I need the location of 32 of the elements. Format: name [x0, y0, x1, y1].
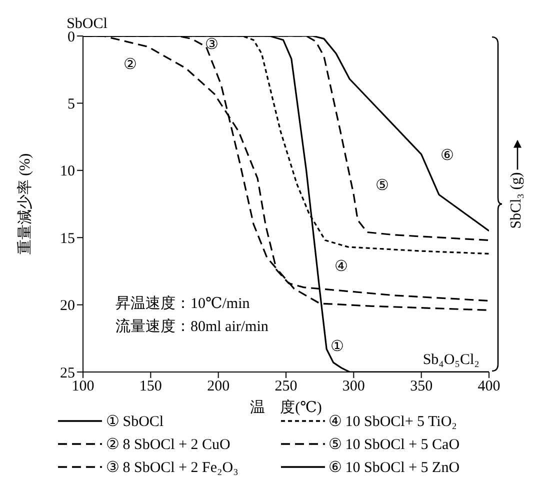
annotation: Sb₄O₅Cl₂ — [422, 352, 480, 368]
y-tick-label: 5 — [68, 96, 75, 113]
x-tick-label: 200 — [207, 378, 230, 395]
x-tick-label: 250 — [274, 378, 298, 395]
annotation: ② — [124, 56, 137, 74]
x-tick-label: 150 — [139, 378, 162, 395]
y-axis-title: 重量減少率 (%) — [16, 153, 34, 255]
y-tick-label: 15 — [60, 230, 75, 247]
legend-label: ① SbOCl — [106, 414, 164, 430]
y-tick-label: 10 — [60, 164, 75, 180]
annotation: ① — [330, 338, 344, 356]
x-tick-label: 400 — [478, 378, 500, 395]
annotation: ④ — [334, 258, 348, 276]
legend-label: ③ 8 SbOCl + 2 Fe₂O₃ — [106, 460, 238, 476]
legend-label: ⑤ 10 SbOCl + 5 CaO — [328, 437, 460, 453]
annotation: 昇温速度：10℃/min — [115, 294, 250, 313]
annotation: ③ — [204, 36, 218, 54]
annotation: 流量速度：80ml air/min — [115, 318, 268, 336]
x-axis-title: 温 度(℃) — [250, 399, 322, 416]
x-tick-label: 350 — [410, 378, 433, 395]
y2-axis-title: SbCl₃ (g) — [508, 172, 526, 229]
annotation: ⑥ — [440, 146, 454, 165]
legend-label: ② 8 SbOCl + 2 CuO — [106, 437, 230, 453]
x-tick-label: 300 — [342, 378, 365, 395]
legend-label: ④ 10 SbOCl+ 5 TiO₂ — [328, 414, 457, 430]
y-tick-label: 20 — [60, 298, 75, 314]
y-tick-label: 0 — [68, 29, 75, 46]
legend-label: ⑥ 10 SbOCl + 5 ZnO — [328, 460, 460, 476]
y-tick-label: 25 — [60, 365, 75, 382]
annotation: SbOCl — [66, 16, 108, 32]
x-tick-label: 100 — [72, 378, 94, 395]
annotation: ⑤ — [375, 177, 388, 196]
